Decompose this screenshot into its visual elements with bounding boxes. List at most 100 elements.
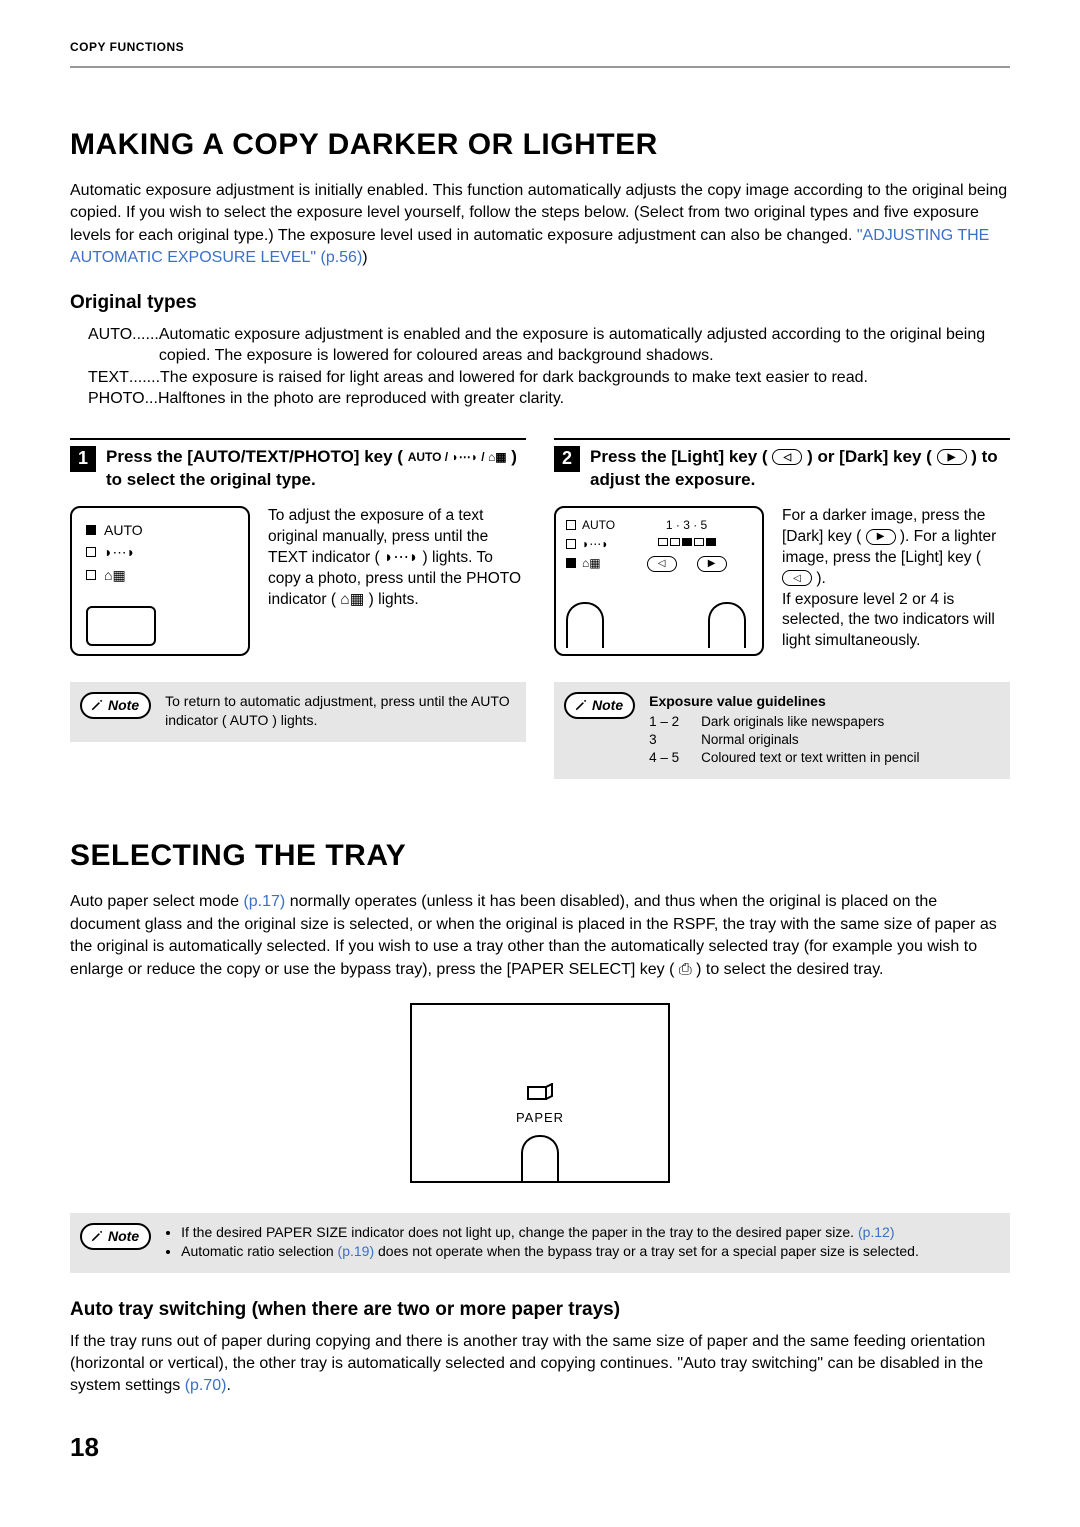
text-mode-icon: ◗⋯◗	[582, 537, 609, 551]
section2-title: SELECTING THE TRAY	[70, 839, 1010, 873]
note-label: Note	[108, 1228, 139, 1244]
at-link[interactable]: (p.70)	[185, 1377, 227, 1394]
mode-icons: AUTO / ◗⋯◗ / ⌂▦	[408, 449, 507, 465]
step1-text: To adjust the exposure of a text origina…	[268, 506, 526, 656]
dark-key-icon: ▶	[937, 449, 967, 465]
photo-mode-icon: ⌂▦	[582, 556, 601, 570]
step1-note: Note To return to automatic adjustment, …	[70, 682, 526, 742]
type-desc: Halftones in the photo are reproduced wi…	[158, 388, 1010, 410]
step1-header: 1 Press the [AUTO/TEXT/PHOTO] key ( AUTO…	[70, 446, 526, 492]
guide-val: Dark originals like newspapers	[701, 713, 884, 731]
step2-note-content: Exposure value guidelines 1 – 2 Dark orig…	[649, 692, 996, 768]
panel2-right: 1 · 3 · 5 ◁ ▶	[621, 518, 752, 648]
finger-press-icon	[566, 602, 604, 648]
note-item-link[interactable]: (p.19)	[338, 1243, 375, 1259]
steps-columns: 1 Press the [AUTO/TEXT/PHOTO] key ( AUTO…	[70, 438, 1010, 779]
level-on-icon	[706, 538, 716, 546]
type-term: PHOTO	[88, 388, 145, 410]
note-item: Automatic ratio selection (p.19) does no…	[181, 1242, 996, 1261]
level-on-icon	[682, 538, 692, 546]
text-mode-icon: ◗⋯◗	[104, 544, 135, 561]
type-dots: .......	[129, 367, 160, 389]
pencil-icon	[90, 1229, 104, 1243]
panel-row-photo: ⌂▦	[86, 567, 236, 584]
pencil-icon	[90, 698, 104, 712]
type-row: TEXT ....... The exposure is raised for …	[88, 367, 1010, 389]
step2-rule	[554, 438, 1010, 440]
s2-body-c: ).	[816, 570, 825, 587]
guidelines-table: 1 – 2Dark originals like newspapers 3Nor…	[649, 713, 996, 768]
s2-link1[interactable]: (p.17)	[243, 893, 285, 910]
auto-tray-body: If the tray runs out of paper during cop…	[70, 1331, 1010, 1398]
finger-press-icon	[708, 602, 746, 648]
panel2-auto-label: AUTO	[582, 518, 615, 532]
s2-intro-a: Auto paper select mode	[70, 893, 243, 910]
photo-mode-icon: ⌂▦	[104, 567, 126, 584]
intro-text-b: )	[362, 249, 367, 266]
note-badge: Note	[564, 692, 635, 719]
level-icon	[670, 538, 680, 546]
step2-text: For a darker image, press the [Dark] key…	[782, 506, 1010, 656]
step2-header: 2 Press the [Light] key ( ◁ ) or [Dark] …	[554, 446, 1010, 492]
step2-number: 2	[554, 446, 580, 472]
section1-intro: Automatic exposure adjustment is initial…	[70, 180, 1010, 270]
dark-key-icon: ▶	[866, 529, 896, 545]
paper-select-panel: PAPER	[410, 1003, 670, 1183]
indicator-on-icon	[86, 525, 96, 535]
exposure-scale	[658, 538, 716, 546]
type-term: AUTO	[88, 324, 132, 367]
section2-note-content: If the desired PAPER SIZE indicator does…	[165, 1223, 996, 1261]
light-key-icon: ◁	[772, 449, 802, 465]
tray-icon	[527, 1083, 553, 1106]
type-dots: ...	[145, 388, 158, 410]
guide-key: 1 – 2	[649, 713, 691, 731]
step1-rule	[70, 438, 526, 440]
step2-note: Note Exposure value guidelines 1 – 2 Dark…	[554, 682, 1010, 780]
panel2-left: AUTO ◗⋯◗ ⌂▦	[566, 518, 615, 648]
step1-column: 1 Press the [AUTO/TEXT/PHOTO] key ( AUTO…	[70, 438, 526, 779]
original-types-list: AUTO ...... Automatic exposure adjustmen…	[70, 324, 1010, 410]
note-item-a: If the desired PAPER SIZE indicator does…	[181, 1224, 858, 1240]
step2-title-a: Press the [Light] key (	[590, 447, 768, 466]
header-rule	[70, 66, 1010, 68]
level-icon	[658, 538, 668, 546]
panel-btn-area	[86, 606, 156, 646]
guide-val: Coloured text or text written in pencil	[701, 749, 919, 767]
indicator-off-icon	[86, 547, 96, 557]
section2-note: Note If the desired PAPER SIZE indicator…	[70, 1213, 1010, 1273]
scale-numbers: 1 · 3 · 5	[666, 518, 707, 532]
note-item-b: does not operate when the bypass tray or…	[378, 1243, 919, 1259]
at-body-b: .	[227, 1377, 231, 1394]
note-label: Note	[108, 697, 139, 713]
guide-key: 3	[649, 731, 691, 749]
indicator-on-icon	[566, 558, 576, 568]
indicator-off-icon	[566, 520, 576, 530]
step1-number: 1	[70, 446, 96, 472]
type-row: AUTO ...... Automatic exposure adjustmen…	[88, 324, 1010, 367]
light-key-icon: ◁	[782, 570, 812, 586]
original-types-heading: Original types	[70, 292, 1010, 314]
type-term: TEXT	[88, 367, 129, 389]
type-desc: The exposure is raised for light areas a…	[160, 367, 1010, 389]
note-item-link[interactable]: (p.12)	[858, 1224, 895, 1240]
step1-note-text: To return to automatic adjustment, press…	[165, 692, 512, 730]
light-key-icon: ◁	[647, 556, 677, 572]
panel-row-text: ◗⋯◗	[86, 544, 236, 561]
guide-key: 4 – 5	[649, 749, 691, 767]
step2-panel: AUTO ◗⋯◗ ⌂▦ 1 · 3 · 5 ◁ ▶	[554, 506, 764, 656]
section1-title: MAKING A COPY DARKER OR LIGHTER	[70, 128, 1010, 162]
section2-intro: Auto paper select mode (p.17) normally o…	[70, 891, 1010, 981]
step2-title-b: ) or [Dark] key (	[807, 447, 932, 466]
finger-row: ◁ ▶	[647, 556, 727, 572]
level-icon	[694, 538, 704, 546]
type-desc: Automatic exposure adjustment is enabled…	[159, 324, 1010, 367]
step1-body: AUTO ◗⋯◗ ⌂▦ To adjust the exposure of a …	[70, 506, 526, 656]
step1-title: Press the [AUTO/TEXT/PHOTO] key ( AUTO /…	[106, 446, 526, 492]
step2-body: AUTO ◗⋯◗ ⌂▦ 1 · 3 · 5 ◁ ▶	[554, 506, 1010, 656]
step1-title-a: Press the [AUTO/TEXT/PHOTO] key (	[106, 447, 403, 466]
s2-body-d: If exposure level 2 or 4 is selected, th…	[782, 591, 995, 650]
auto-tray-heading: Auto tray switching (when there are two …	[70, 1299, 1010, 1321]
note-badge: Note	[80, 1223, 151, 1250]
guidelines-heading: Exposure value guidelines	[649, 692, 996, 711]
note-badge: Note	[80, 692, 151, 719]
